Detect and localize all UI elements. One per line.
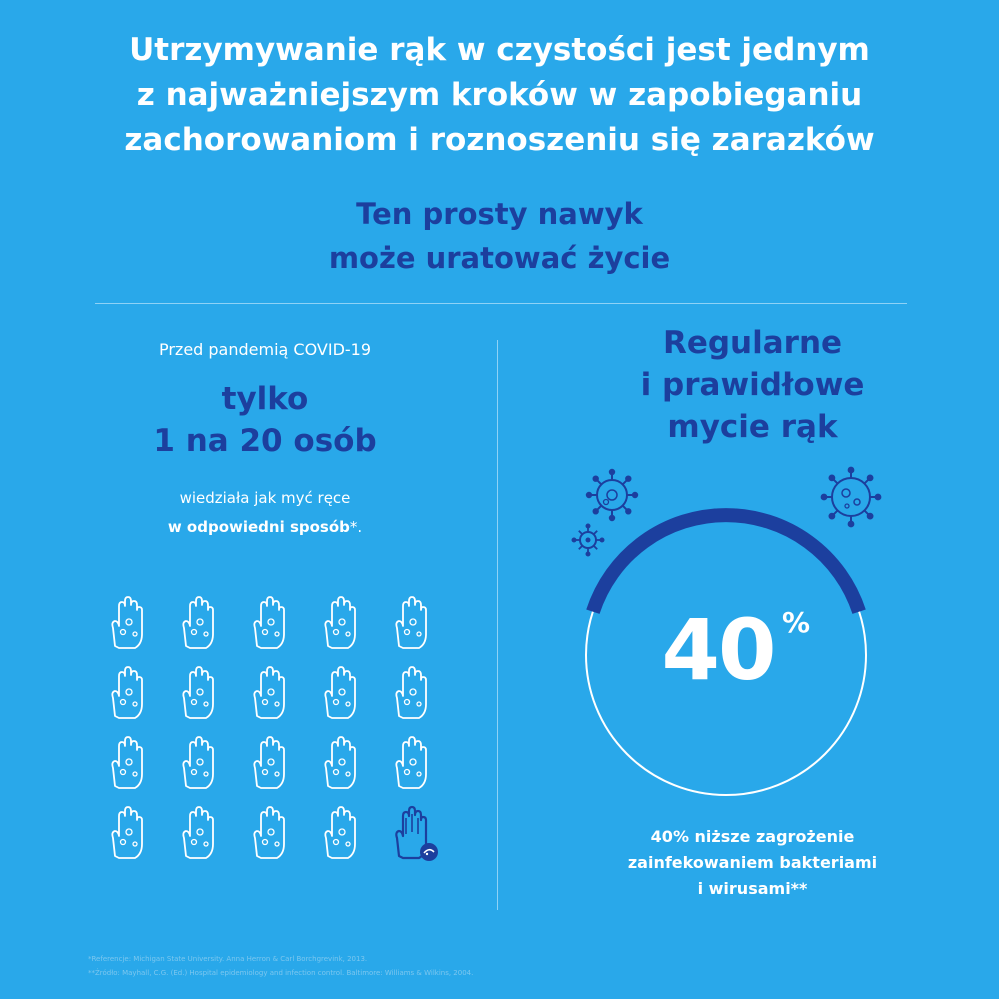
subheadline-line-1: Ten prosty nawyk	[356, 197, 643, 231]
horizontal-divider	[95, 303, 907, 304]
headline-line-2: z najważniejszym kroków w zapobieganiu	[136, 77, 863, 113]
stat-unit: %	[781, 606, 810, 639]
virus-icon	[820, 466, 882, 528]
right-note-line-2: zainfekowaniem bakteriami	[627, 853, 878, 872]
stat-ring-arc	[586, 508, 866, 614]
right-note-line-3: i wirusami**	[697, 879, 808, 898]
right-title-line-2: i prawidłowe	[640, 367, 865, 403]
right-title: Regularne i prawidłowe mycie rąk	[540, 322, 965, 448]
headline-line-3: zachorowaniom i roznoszeniu się zarazków	[124, 122, 875, 158]
vertical-divider	[497, 340, 498, 910]
footnote-1: *Referencje: Michigan State University. …	[88, 955, 368, 963]
left-desc-line-1: wiedziała jak myć ręce	[179, 489, 351, 507]
left-description: wiedziała jak myć ręce w odpowiedni spos…	[40, 484, 490, 542]
left-desc-strong: w odpowiedni sposób	[167, 518, 350, 536]
virus-icon	[585, 468, 639, 522]
virus-icon	[571, 523, 605, 557]
right-note: 40% niższe zagrożenie zainfekowaniem bak…	[540, 824, 965, 902]
left-big-line-1: tylko	[221, 381, 309, 417]
headline: Utrzymywanie rąk w czystości jest jednym…	[40, 28, 959, 163]
footnotes: *Referencje: Michigan State University. …	[88, 952, 788, 980]
subheadline-line-2: może uratować życie	[328, 241, 671, 275]
right-title-line-3: mycie rąk	[667, 409, 838, 445]
headline-line-1: Utrzymywanie rąk w czystości jest jednym	[129, 32, 870, 68]
stat-number: 40	[661, 601, 777, 699]
subheadline: Ten prosty nawyk może uratować życie	[100, 192, 899, 280]
left-pretext: Przed pandemią COVID-19	[158, 340, 372, 359]
left-desc-suffix: *.	[349, 518, 363, 536]
right-title-line-1: Regularne	[662, 325, 843, 361]
left-big-line-2: 1 na 20 osób	[153, 423, 377, 459]
footnote-2: **Źródło: Mayhall, C.G. (Ed.) Hospital e…	[88, 969, 474, 977]
left-big-stat: tylko 1 na 20 osób	[40, 378, 490, 462]
left-desc-line-2: w odpowiedni sposób*.	[40, 513, 490, 542]
stat-value: 40 %	[628, 600, 810, 700]
right-note-line-1: 40% niższe zagrożenie	[650, 827, 855, 846]
